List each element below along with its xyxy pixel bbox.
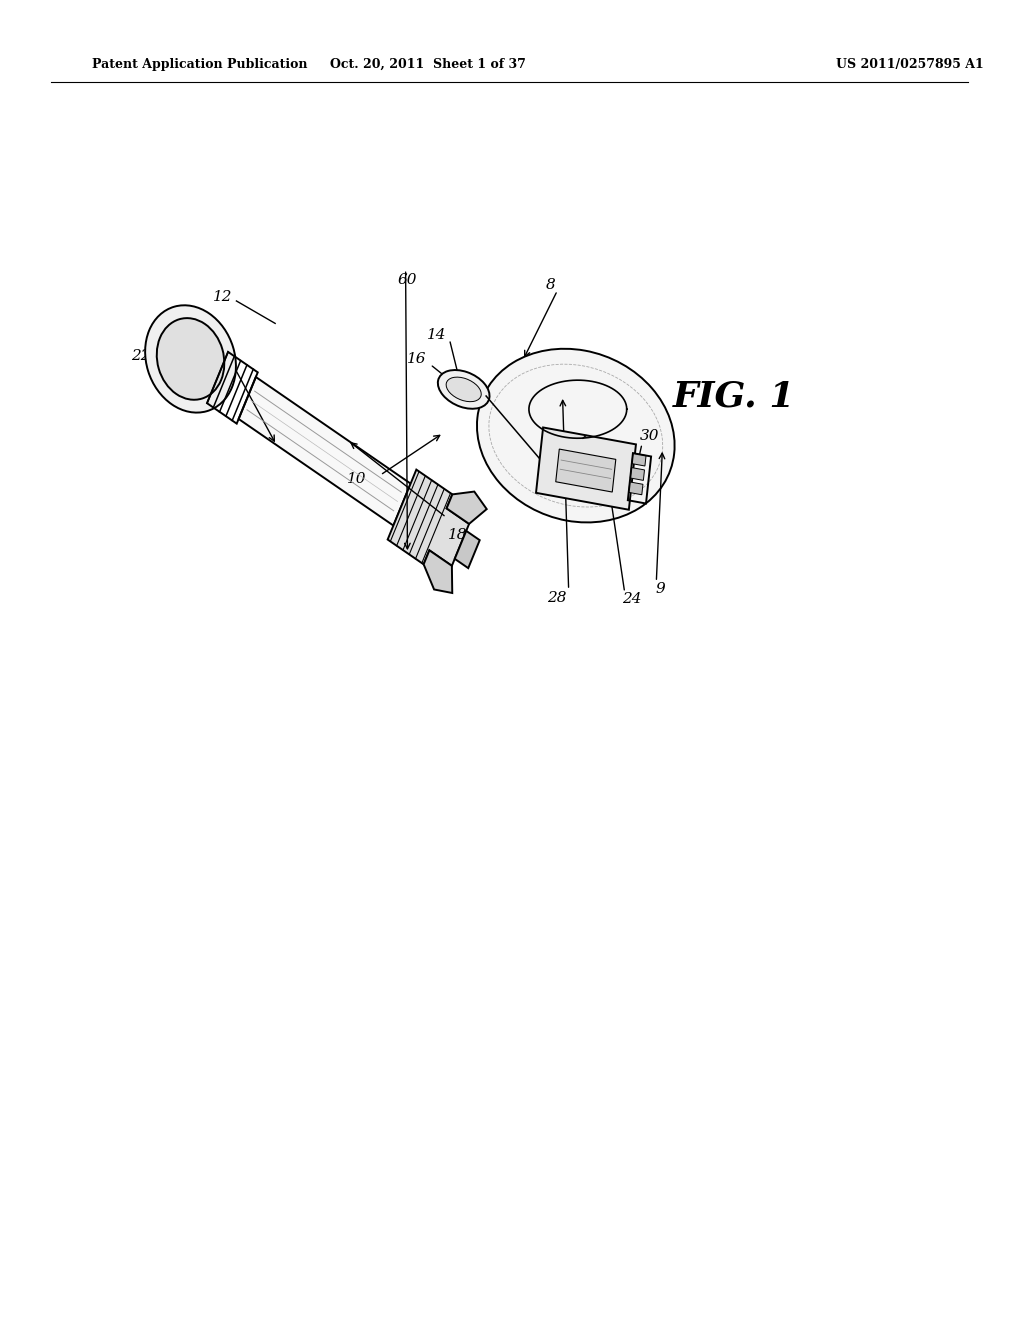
Polygon shape [536,428,636,510]
Ellipse shape [145,305,236,413]
Text: 10: 10 [347,473,367,486]
Ellipse shape [438,370,489,409]
Polygon shape [424,550,453,593]
Polygon shape [388,470,469,566]
Text: 24: 24 [622,593,641,606]
Text: 20: 20 [189,319,209,333]
Text: 16: 16 [407,352,426,366]
Polygon shape [556,449,615,492]
Text: 22: 22 [131,350,151,363]
Ellipse shape [157,318,224,400]
Text: 8: 8 [546,279,555,292]
Text: 30: 30 [640,429,659,442]
Text: FIG. 1: FIG. 1 [673,379,795,413]
Polygon shape [446,491,486,524]
Polygon shape [630,467,644,480]
Text: 28: 28 [547,591,566,605]
Polygon shape [629,482,643,495]
Polygon shape [632,453,646,466]
Text: 18: 18 [449,528,468,543]
Text: 9: 9 [655,582,665,595]
Ellipse shape [477,348,675,523]
Polygon shape [455,531,479,568]
Text: US 2011/0257895 A1: US 2011/0257895 A1 [836,58,983,71]
Text: 12: 12 [213,290,232,304]
Text: 60: 60 [397,273,417,288]
Polygon shape [239,378,411,525]
Text: Oct. 20, 2011  Sheet 1 of 37: Oct. 20, 2011 Sheet 1 of 37 [330,58,526,71]
Text: Patent Application Publication: Patent Application Publication [92,58,307,71]
Ellipse shape [446,378,481,401]
Text: 14: 14 [427,329,446,342]
